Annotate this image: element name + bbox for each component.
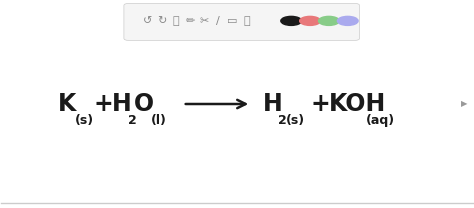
Text: H: H: [112, 92, 132, 116]
Circle shape: [337, 16, 358, 25]
Circle shape: [281, 16, 301, 25]
Text: 🖼: 🖼: [243, 16, 250, 26]
Text: O: O: [134, 92, 155, 116]
Circle shape: [300, 16, 320, 25]
Circle shape: [319, 16, 339, 25]
Text: ✂: ✂: [200, 16, 209, 26]
Text: H: H: [263, 92, 283, 116]
Text: +: +: [310, 92, 330, 116]
Text: 2: 2: [128, 114, 137, 127]
Text: ✏: ✏: [185, 16, 194, 26]
Text: ↻: ↻: [157, 16, 166, 26]
FancyBboxPatch shape: [124, 4, 359, 40]
Text: /: /: [216, 16, 220, 26]
Text: (s): (s): [285, 114, 305, 127]
Text: 2: 2: [278, 114, 287, 127]
Text: (s): (s): [74, 114, 93, 127]
Text: ↺: ↺: [143, 16, 152, 26]
Text: (l): (l): [151, 114, 167, 127]
Text: (aq): (aq): [365, 114, 395, 127]
Text: +: +: [93, 92, 113, 116]
Text: KOH: KOH: [329, 92, 386, 116]
Text: K: K: [58, 92, 76, 116]
Text: ▶: ▶: [461, 99, 468, 109]
Text: ⛲: ⛲: [173, 16, 179, 26]
Text: ▭: ▭: [227, 16, 237, 26]
